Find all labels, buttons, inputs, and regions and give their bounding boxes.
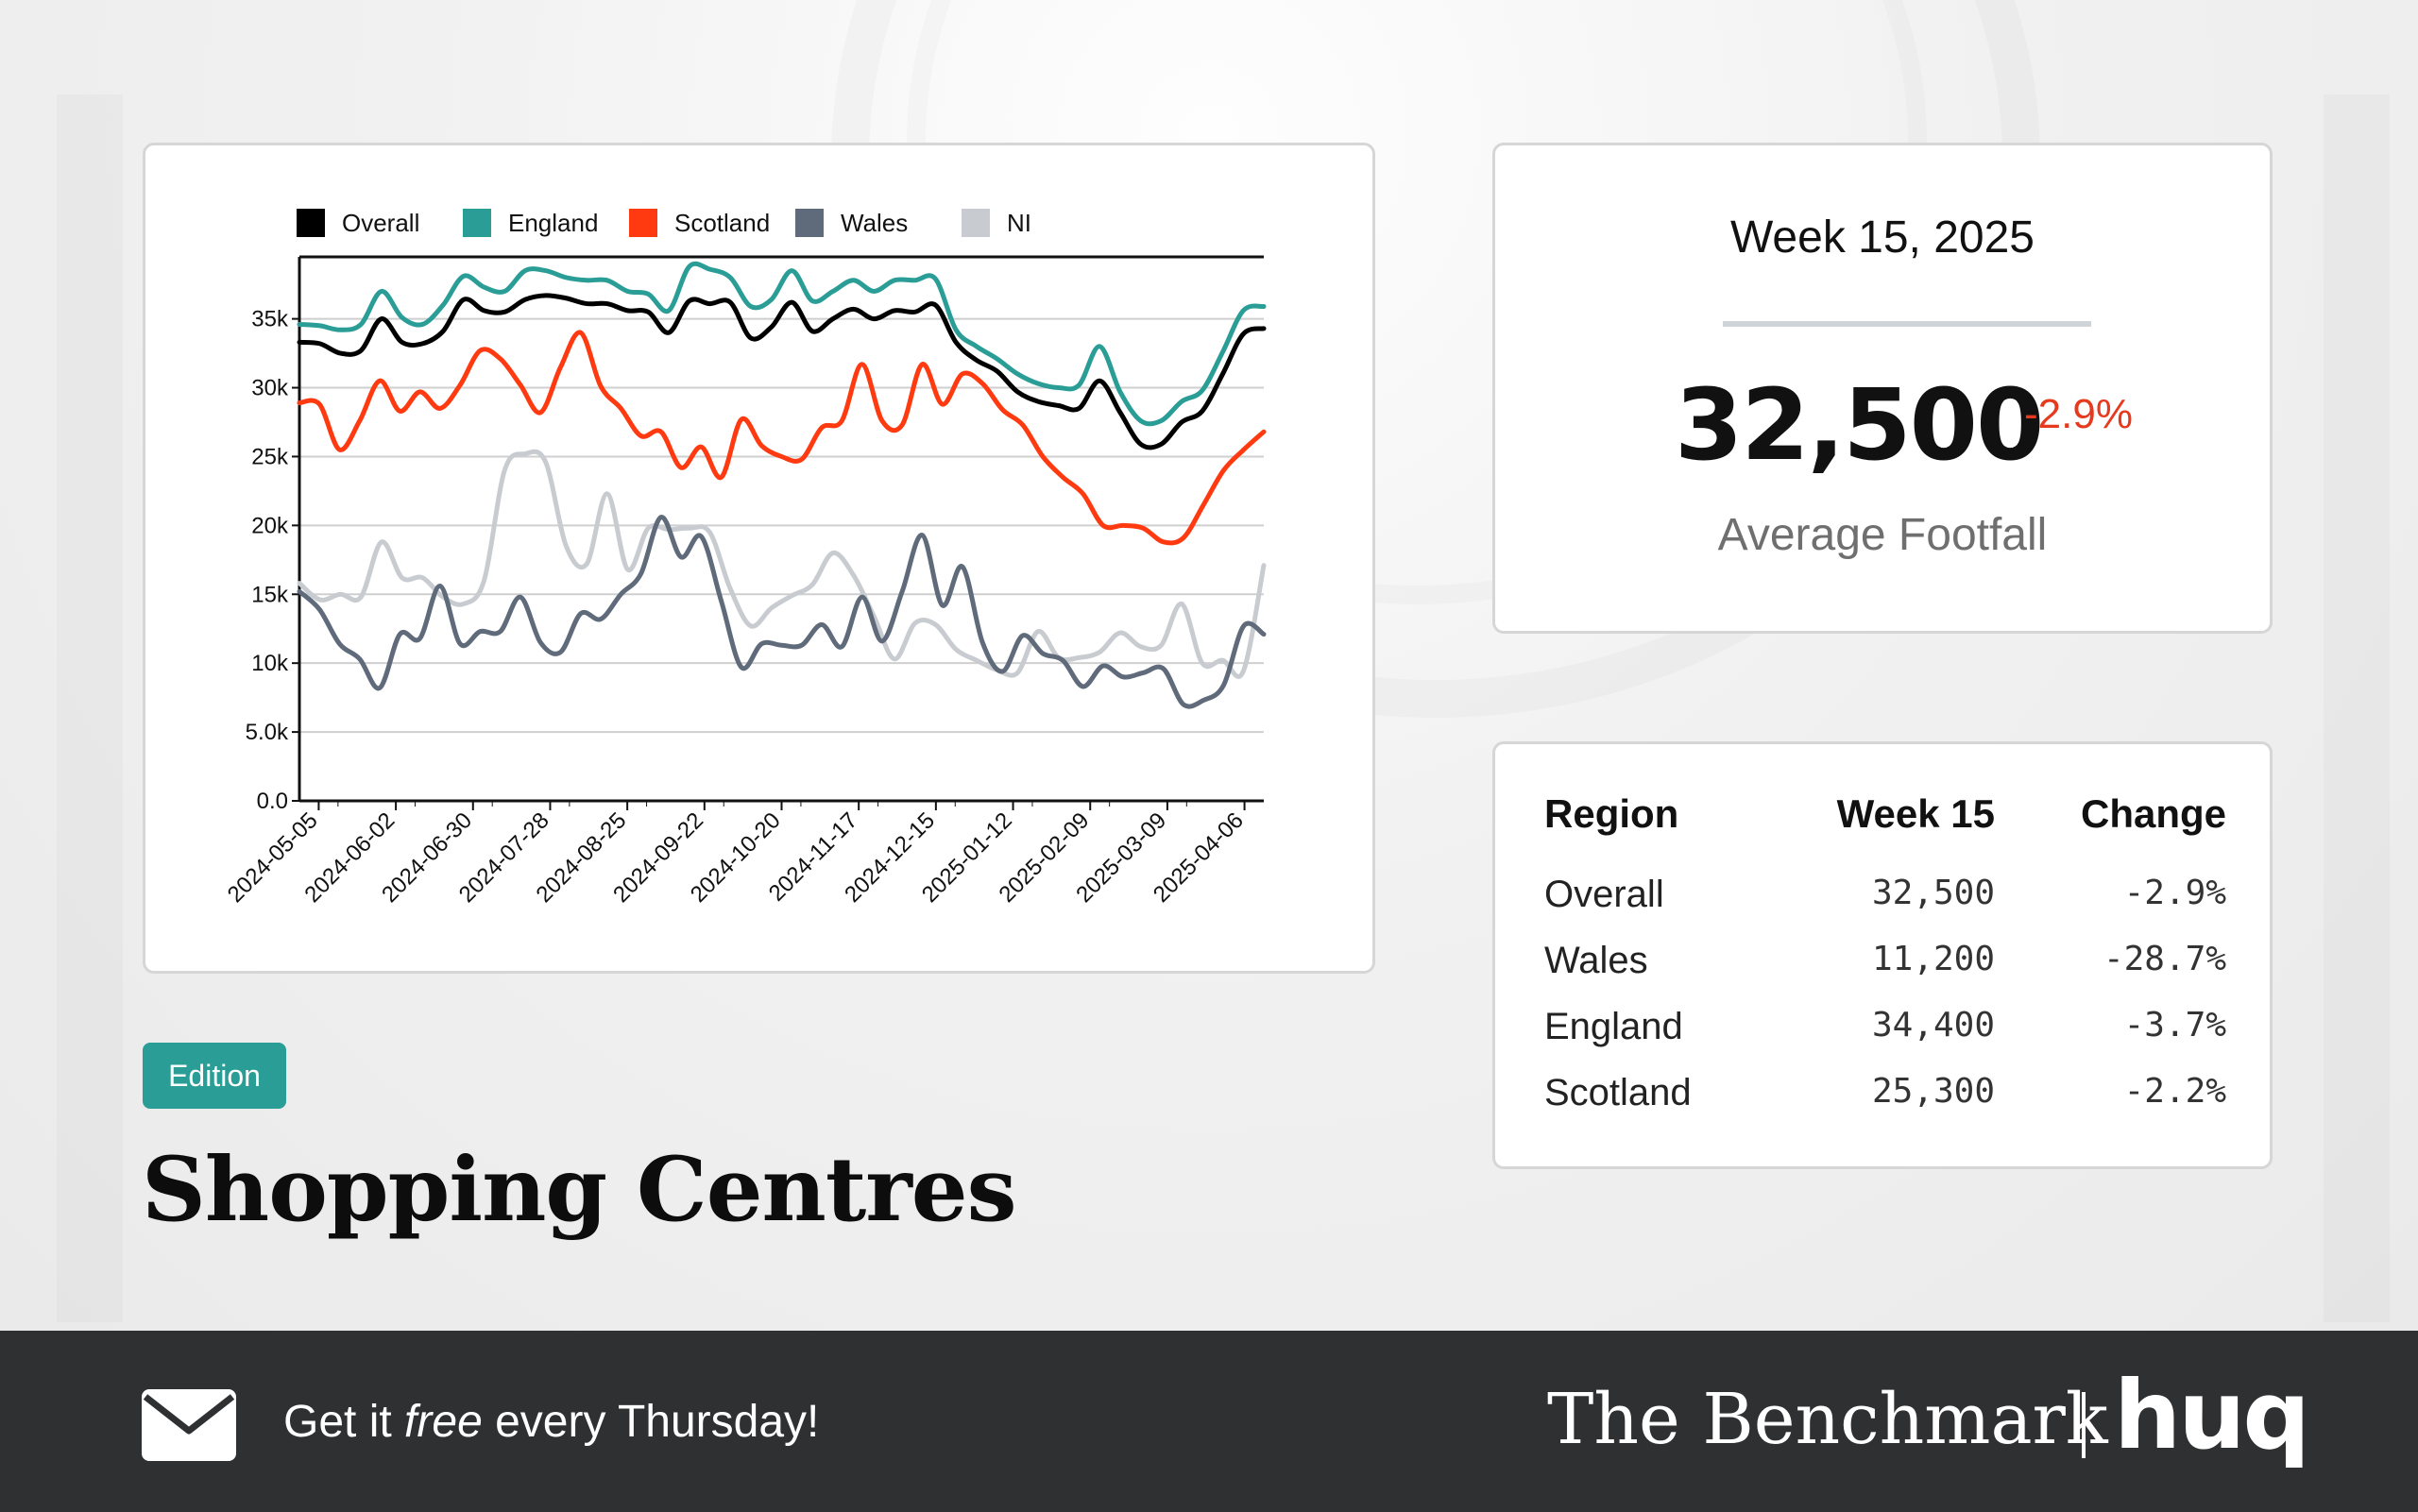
- series-line-overall: [297, 293, 1267, 450]
- region-change: -28.7%: [2103, 940, 2226, 978]
- kpi-week-title: Week 15, 2025: [1729, 212, 2035, 263]
- series-line-wales: [297, 515, 1267, 709]
- cta-text-start: Get it: [283, 1397, 405, 1447]
- table-row: Overall 32,500 -2.9%: [1544, 874, 2226, 940]
- region-change: -2.2%: [2123, 1072, 2226, 1111]
- region-name: Scotland: [1544, 1072, 1692, 1113]
- legend-label-wales: Wales: [841, 209, 908, 237]
- legend-swatch-ni: [962, 209, 990, 237]
- table-row: England 34,400 -3.7%: [1544, 1006, 2226, 1072]
- y-tick-label: 15k: [251, 582, 289, 607]
- brand-separator: [2082, 1392, 2086, 1458]
- legend-label-england: England: [508, 209, 598, 237]
- y-tick-label: 5.0k: [246, 720, 289, 745]
- region-table-card: Region Week 15 Change Overall 32,500 -2.…: [1492, 741, 2273, 1169]
- footfall-line-chart: 0.05.0k10k15k20k25k30k35k2024-05-052024-…: [223, 209, 1267, 908]
- region-change: -2.9%: [2123, 874, 2226, 912]
- edition-badge: Edition: [143, 1043, 286, 1109]
- kpi-divider: [1723, 321, 2091, 327]
- y-tick-label: 25k: [251, 444, 289, 469]
- kpi-card: Week 15, 2025 32,500 -2.9% Average Footf…: [1492, 143, 2273, 634]
- header-change: Change: [2080, 791, 2226, 836]
- series-line-england: [297, 261, 1267, 427]
- kpi-value: 32,500: [1675, 367, 2044, 483]
- page-title: Shopping Centres: [142, 1138, 1017, 1242]
- legend-swatch-scotland: [629, 209, 657, 237]
- legend-swatch-england: [463, 209, 491, 237]
- footer-bar: [0, 1331, 2418, 1512]
- region-week-value: 32,500: [1871, 874, 1995, 912]
- background-column: [2324, 94, 2390, 1322]
- region-week-value: 11,200: [1871, 940, 1995, 978]
- legend-label-overall: Overall: [342, 209, 419, 237]
- y-tick-label: 30k: [251, 376, 289, 401]
- region-week-value: 34,400: [1871, 1006, 1995, 1045]
- region-name: England: [1544, 1006, 1683, 1047]
- region-week-value: 25,300: [1871, 1072, 1995, 1111]
- background-column: [57, 94, 123, 1322]
- kpi-change: -2.9%: [2024, 391, 2133, 437]
- kpi-label: Average Footfall: [1717, 510, 2048, 560]
- header-region: Region: [1544, 791, 1679, 836]
- cta-text-end: every Thursday!: [482, 1397, 820, 1447]
- table-row: Wales 11,200 -28.7%: [1544, 940, 2226, 1006]
- y-tick-label: 35k: [251, 307, 289, 332]
- envelope-icon: [142, 1389, 236, 1461]
- y-tick-label: 20k: [251, 513, 289, 538]
- y-tick-label: 0.0: [257, 789, 288, 814]
- legend-swatch-overall: [297, 209, 325, 237]
- table-header-row: Region Week 15 Change: [1544, 791, 2226, 858]
- legend-label-ni: NI: [1007, 209, 1031, 237]
- region-name: Wales: [1544, 940, 1648, 981]
- region-name: Overall: [1544, 874, 1664, 915]
- series-line-scotland: [297, 330, 1267, 546]
- huq-logo: huq: [2114, 1360, 2310, 1470]
- legend-swatch-wales: [795, 209, 824, 237]
- brand-name: The Benchmark: [1547, 1379, 2108, 1460]
- table-row: Scotland 25,300 -2.2%: [1544, 1072, 2226, 1138]
- header-week: Week 15: [1836, 791, 1995, 836]
- region-change: -3.7%: [2123, 1006, 2226, 1045]
- legend-label-scotland: Scotland: [674, 209, 770, 237]
- footfall-chart-card: 0.0 5.0k 10k 15k 20k 25k 30k 35k 2024-05-05 2024-…: [143, 143, 1375, 974]
- subscribe-cta[interactable]: Get it free every Thursday!: [283, 1396, 819, 1448]
- series-line-ni: [297, 449, 1267, 679]
- cta-text-emphasis: free: [404, 1397, 483, 1447]
- y-tick-label: 10k: [251, 651, 289, 676]
